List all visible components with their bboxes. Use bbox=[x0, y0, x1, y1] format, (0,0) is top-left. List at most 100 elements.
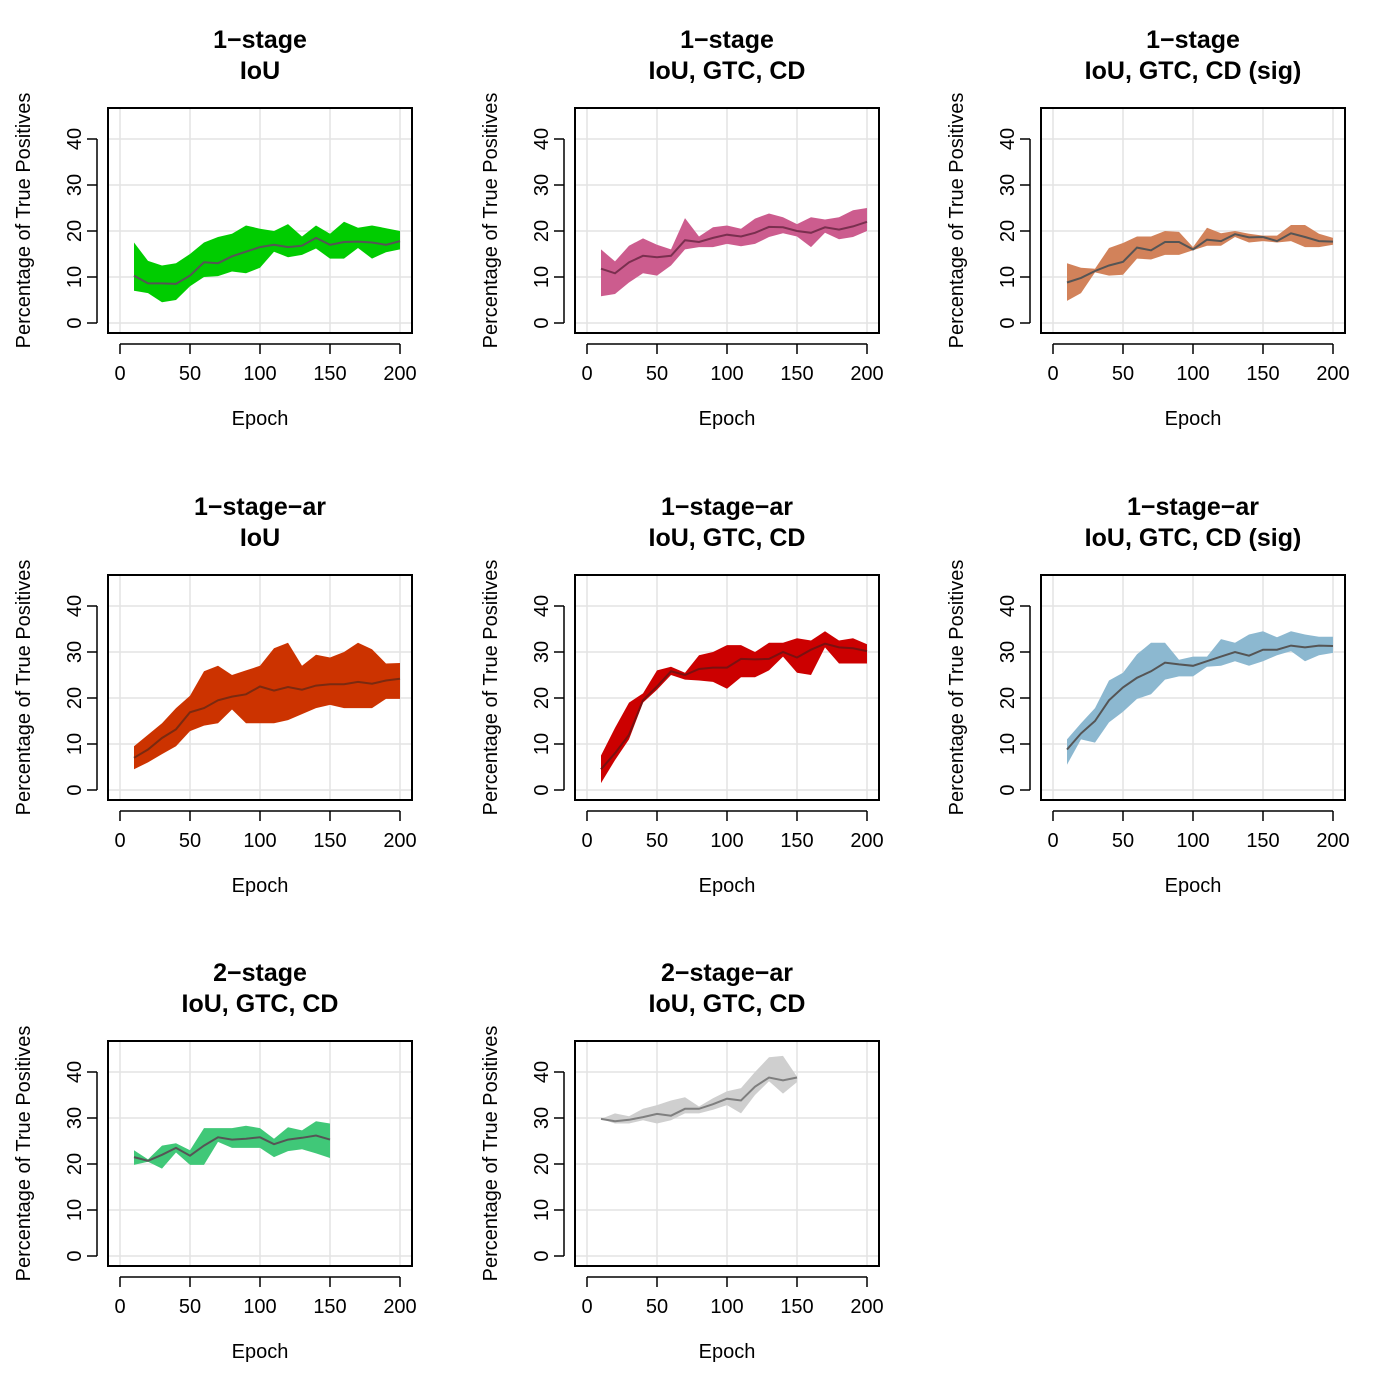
x-axis-label: Epoch bbox=[1165, 408, 1222, 430]
x-tick-label: 50 bbox=[1112, 830, 1134, 852]
mean-line bbox=[1066, 644, 1334, 751]
y-tick-label: 10 bbox=[64, 733, 86, 755]
mean-line bbox=[133, 1134, 331, 1162]
x-tick-label: 150 bbox=[313, 830, 346, 852]
y-tick-label: 10 bbox=[531, 266, 553, 288]
x-tick-label: 200 bbox=[383, 830, 416, 852]
y-tick-label: 20 bbox=[531, 1153, 553, 1175]
y-tick-label: 30 bbox=[997, 641, 1019, 663]
confidence-band bbox=[1067, 225, 1333, 301]
y-tick-label: 10 bbox=[997, 733, 1019, 755]
confidence-band bbox=[134, 221, 400, 303]
y-tick-label: 20 bbox=[64, 220, 86, 242]
y-tick-label: 0 bbox=[997, 784, 1019, 795]
chart-panel-1: 1−stage IoU 0 50 100 150 200 Epoch 0 10 20 30 40 Perc… bbox=[13, 26, 417, 430]
y-tick-label: 30 bbox=[64, 641, 86, 663]
mean-line bbox=[600, 642, 868, 770]
plot-frame bbox=[107, 107, 413, 334]
x-tick-label: 50 bbox=[1112, 363, 1134, 385]
x-tick-label: 50 bbox=[646, 363, 668, 385]
y-axis-label: Percentage of True Positives bbox=[480, 1026, 502, 1282]
y-tick-label: 30 bbox=[531, 641, 553, 663]
y-axis-label: Percentage of True Positives bbox=[13, 560, 35, 816]
y-tick-label: 30 bbox=[64, 174, 86, 196]
y-axis-label: Percentage of True Positives bbox=[946, 93, 968, 349]
chart-panel-8: 2−stage−ar IoU, GTC, CD 0 50 100 150 200 Epoch 0… bbox=[480, 959, 884, 1363]
y-tick-label: 0 bbox=[64, 784, 86, 795]
x-axis-label: Epoch bbox=[1165, 875, 1222, 897]
y-tick-label: 10 bbox=[531, 1199, 553, 1221]
y-tick-label: 30 bbox=[531, 1107, 553, 1129]
x-tick-label: 0 bbox=[581, 830, 592, 852]
y-axis-label: Percentage of True Positives bbox=[480, 93, 502, 349]
y-tick-label: 40 bbox=[64, 128, 86, 150]
x-tick-label: 200 bbox=[850, 830, 883, 852]
chart-title-line: 1−stage−ar bbox=[194, 493, 326, 521]
y-tick-label: 0 bbox=[64, 1250, 86, 1261]
y-axis-label: Percentage of True Positives bbox=[946, 560, 968, 816]
plot-frame bbox=[574, 574, 880, 801]
y-axis-label: Percentage of True Positives bbox=[13, 93, 35, 349]
y-tick-label: 0 bbox=[531, 784, 553, 795]
mean-line bbox=[600, 1076, 798, 1123]
y-tick-label: 40 bbox=[64, 595, 86, 617]
mean-line bbox=[600, 220, 868, 275]
chart-title-line: IoU bbox=[240, 57, 280, 85]
y-tick-label: 40 bbox=[531, 595, 553, 617]
x-tick-label: 150 bbox=[313, 1296, 346, 1318]
x-tick-label: 0 bbox=[1047, 363, 1058, 385]
y-tick-label: 10 bbox=[64, 1199, 86, 1221]
confidence-band bbox=[601, 1055, 797, 1124]
x-tick-label: 50 bbox=[179, 1296, 201, 1318]
x-tick-label: 0 bbox=[581, 1296, 592, 1318]
y-tick-label: 40 bbox=[64, 1061, 86, 1083]
y-tick-label: 10 bbox=[64, 266, 86, 288]
confidence-band bbox=[134, 642, 400, 770]
y-tick-label: 40 bbox=[531, 1061, 553, 1083]
x-tick-label: 0 bbox=[1047, 830, 1058, 852]
x-tick-label: 100 bbox=[243, 363, 276, 385]
confidence-band bbox=[601, 208, 867, 297]
x-tick-label: 50 bbox=[179, 830, 201, 852]
confidence-band bbox=[601, 631, 867, 784]
y-tick-label: 0 bbox=[64, 317, 86, 328]
y-tick-label: 20 bbox=[531, 687, 553, 709]
y-tick-label: 0 bbox=[531, 1250, 553, 1261]
x-tick-label: 100 bbox=[243, 830, 276, 852]
x-tick-label: 100 bbox=[1176, 363, 1209, 385]
x-axis-label: Epoch bbox=[699, 408, 756, 430]
chart-title-line: 1−stage bbox=[213, 26, 307, 54]
mean-line bbox=[1066, 232, 1334, 284]
y-tick-label: 40 bbox=[997, 128, 1019, 150]
x-tick-label: 200 bbox=[383, 363, 416, 385]
x-tick-label: 100 bbox=[710, 830, 743, 852]
chart-title-line: IoU, GTC, CD bbox=[649, 990, 806, 1018]
chart-panel-7: 2−stage IoU, GTC, CD 0 50 100 150 200 Epoch 0 10 2… bbox=[13, 959, 417, 1363]
chart-panel-2: 1−stage IoU, GTC, CD 0 50 100 150 200 Epoch 0 10 2… bbox=[480, 26, 884, 430]
chart-title-line: IoU, GTC, CD bbox=[649, 57, 806, 85]
x-tick-label: 150 bbox=[1246, 830, 1279, 852]
x-tick-label: 100 bbox=[710, 363, 743, 385]
x-tick-label: 0 bbox=[581, 363, 592, 385]
y-tick-label: 30 bbox=[64, 1107, 86, 1129]
x-axis-label: Epoch bbox=[699, 1341, 756, 1363]
x-tick-label: 100 bbox=[710, 1296, 743, 1318]
plot-frame bbox=[107, 1040, 413, 1267]
chart-title-line: 2−stage bbox=[213, 959, 307, 987]
x-axis-label: Epoch bbox=[699, 875, 756, 897]
chart-title-line: 1−stage−ar bbox=[1127, 493, 1259, 521]
x-tick-label: 50 bbox=[646, 830, 668, 852]
x-tick-label: 200 bbox=[383, 1296, 416, 1318]
chart-title-line: 1−stage−ar bbox=[661, 493, 793, 521]
x-tick-label: 150 bbox=[780, 830, 813, 852]
y-tick-label: 40 bbox=[997, 595, 1019, 617]
x-tick-label: 150 bbox=[1246, 363, 1279, 385]
chart-title-line: 1−stage bbox=[680, 26, 774, 54]
x-tick-label: 0 bbox=[114, 830, 125, 852]
x-tick-label: 50 bbox=[179, 363, 201, 385]
x-tick-label: 200 bbox=[1316, 363, 1349, 385]
x-tick-label: 200 bbox=[850, 1296, 883, 1318]
plot-frame bbox=[1040, 107, 1346, 334]
